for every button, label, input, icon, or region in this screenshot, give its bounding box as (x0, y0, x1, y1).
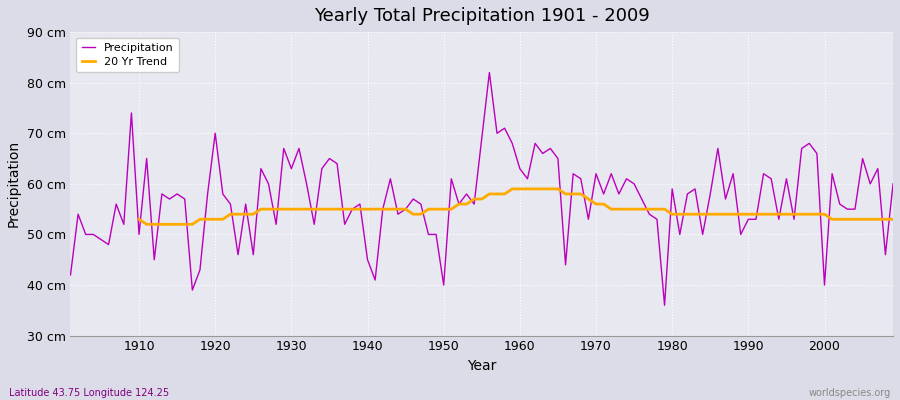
20 Yr Trend (507, 186, 517, 191)
20 Yr Trend (842, 217, 853, 222)
20 Yr Trend (537, 186, 548, 191)
20 Yr Trend (865, 217, 876, 222)
Precipitation (614, 192, 625, 196)
20 Yr Trend (598, 202, 609, 206)
X-axis label: Year: Year (467, 359, 497, 373)
Precipitation (65, 272, 76, 277)
Precipitation (484, 70, 495, 75)
20 Yr Trend (317, 207, 328, 212)
Precipitation (339, 222, 350, 227)
Line: 20 Yr Trend: 20 Yr Trend (139, 189, 893, 224)
Text: worldspecies.org: worldspecies.org (809, 388, 891, 398)
Precipitation (659, 303, 670, 308)
20 Yr Trend (286, 207, 297, 212)
Title: Yearly Total Precipitation 1901 - 2009: Yearly Total Precipitation 1901 - 2009 (314, 7, 650, 25)
Precipitation (522, 176, 533, 181)
Precipitation (293, 146, 304, 151)
Precipitation (126, 111, 137, 116)
20 Yr Trend (133, 217, 144, 222)
20 Yr Trend (887, 217, 898, 222)
Legend: Precipitation, 20 Yr Trend: Precipitation, 20 Yr Trend (76, 38, 179, 72)
Precipitation (515, 166, 526, 171)
20 Yr Trend (141, 222, 152, 227)
Text: Latitude 43.75 Longitude 124.25: Latitude 43.75 Longitude 124.25 (9, 388, 169, 398)
Y-axis label: Precipitation: Precipitation (7, 140, 21, 228)
Precipitation (887, 182, 898, 186)
Line: Precipitation: Precipitation (70, 72, 893, 305)
